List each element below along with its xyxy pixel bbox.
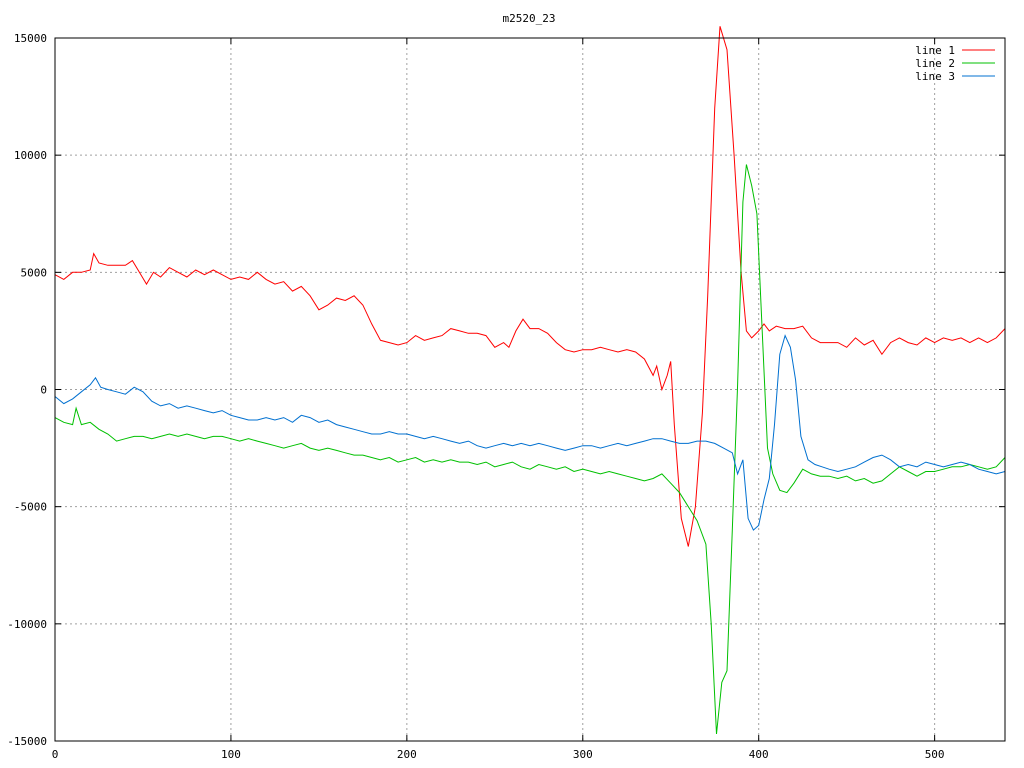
x-tick-label: 200	[397, 748, 417, 761]
grid	[55, 38, 1005, 741]
legend-label-3: line 3	[915, 70, 955, 83]
x-tick-label: 400	[749, 748, 769, 761]
x-tick-label: 300	[573, 748, 593, 761]
y-tick-label: -10000	[7, 618, 47, 631]
y-tick-label: 10000	[14, 149, 47, 162]
axis-ticks	[54, 37, 1005, 742]
legend-label-2: line 2	[915, 57, 955, 70]
series-lines	[54, 26, 1006, 735]
series-line-2	[54, 164, 1006, 735]
x-axis-tick-labels: 0 100 200 300 400 500	[52, 748, 945, 761]
x-tick-label: 0	[52, 748, 59, 761]
series-line-3	[54, 334, 1006, 531]
x-tick-label: 100	[221, 748, 241, 761]
y-tick-label: 5000	[21, 266, 48, 279]
y-tick-label: 15000	[14, 32, 47, 45]
legend-label-1: line 1	[915, 44, 955, 57]
chart-title: m2520_23	[503, 12, 556, 25]
x-tick-label: 500	[925, 748, 945, 761]
y-axis-tick-labels: -15000 -10000 -5000 0 5000 10000 15000	[7, 32, 47, 748]
series-line-1	[54, 26, 1006, 547]
y-tick-label: -5000	[14, 501, 47, 514]
y-tick-label: -15000	[7, 735, 47, 748]
y-tick-label: 0	[40, 384, 47, 397]
plot-frame	[54, 37, 1006, 742]
